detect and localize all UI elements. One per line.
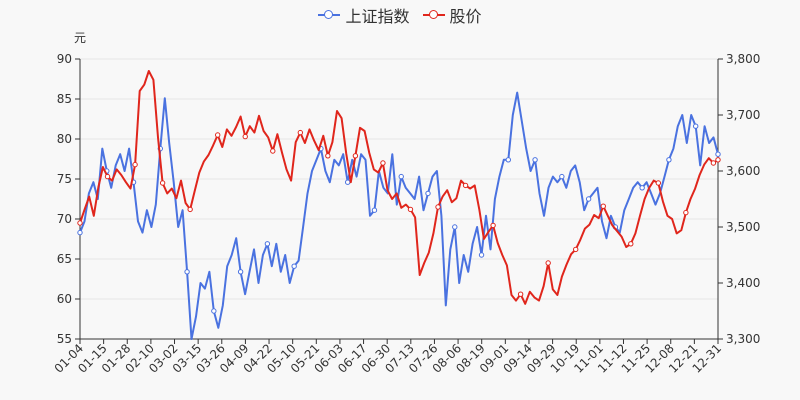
y-left-tick-label: 80 — [57, 132, 72, 146]
index-point — [77, 229, 83, 236]
legend-price-line-icon — [422, 9, 445, 21]
index-point — [398, 173, 404, 180]
y-left-tick-label: 70 — [57, 212, 72, 226]
legend-item-index[interactable]: 上证指数 — [318, 3, 409, 27]
price-line — [79, 70, 719, 305]
price-point — [187, 206, 193, 213]
price-point — [297, 129, 304, 136]
y-left-tick-label: 60 — [57, 292, 72, 306]
price-point — [573, 246, 579, 253]
price-point — [380, 160, 386, 166]
price-point — [683, 209, 689, 216]
price-point — [600, 203, 606, 209]
index-point — [237, 269, 244, 275]
price-point — [517, 291, 524, 297]
price-point — [715, 157, 721, 163]
price-point — [214, 132, 221, 138]
index-point — [692, 123, 699, 129]
index-point — [639, 185, 645, 191]
index-point — [532, 157, 538, 163]
y-left-tick-label: 85 — [57, 92, 72, 106]
price-point — [132, 161, 138, 168]
legend-index-line-icon — [318, 9, 341, 21]
y-left-tick-label: 90 — [57, 52, 72, 66]
series-index — [77, 91, 721, 340]
price-point — [490, 222, 496, 229]
y-right-tick-label: 3,800 — [726, 52, 760, 66]
legend-price-label: 股价 — [449, 7, 482, 26]
index-point — [585, 196, 592, 202]
y-left-tick-label: 65 — [57, 252, 72, 266]
index-line — [79, 91, 719, 340]
y-right-tick-label: 3,500 — [726, 220, 760, 234]
price-point — [104, 173, 111, 180]
index-point — [425, 190, 431, 197]
price-point — [407, 206, 414, 213]
index-point — [715, 151, 721, 157]
index-point — [291, 263, 297, 269]
left-axis-unit: 元 — [74, 31, 86, 45]
y-left-tick-label: 55 — [57, 332, 72, 346]
price-point — [270, 148, 276, 154]
legend-index-label: 上证指数 — [345, 7, 410, 26]
index-point — [371, 207, 378, 213]
y-right-tick-label: 3,300 — [726, 332, 760, 346]
index-point — [452, 224, 458, 230]
price-point — [325, 153, 331, 159]
index-point — [184, 269, 190, 275]
legend-item-price[interactable]: 股价 — [422, 3, 482, 27]
price-point — [655, 180, 662, 186]
price-point — [352, 153, 359, 159]
price-point — [435, 204, 441, 210]
index-point — [264, 241, 271, 247]
y-right-tick-label: 3,700 — [726, 108, 760, 122]
index-point — [666, 157, 672, 163]
y-right-tick-label: 3,400 — [726, 276, 760, 290]
price-point — [159, 180, 166, 186]
index-point — [559, 173, 565, 180]
legend: 上证指数 股价 — [0, 3, 800, 27]
index-point — [211, 308, 217, 314]
price-point — [242, 133, 248, 140]
price-point — [77, 220, 83, 226]
index-point — [478, 252, 485, 258]
price-point — [628, 241, 634, 247]
y-right-tick-label: 3,600 — [726, 164, 760, 178]
price-point — [545, 260, 551, 266]
price-point — [462, 182, 469, 189]
y-left-tick-label: 75 — [57, 172, 72, 186]
index-point — [505, 157, 512, 163]
index-point — [344, 179, 351, 185]
price-point — [710, 160, 717, 166]
series-price — [77, 70, 721, 305]
